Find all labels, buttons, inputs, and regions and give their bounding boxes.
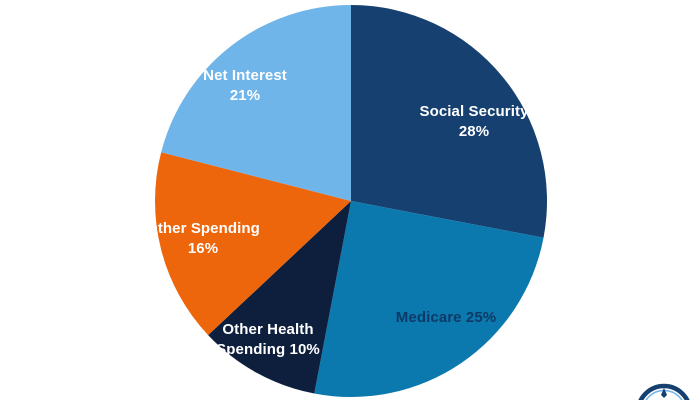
logo-seal	[638, 383, 690, 400]
pie-slice-other-health-spending	[208, 201, 351, 394]
pie-slice-net-interest	[161, 5, 351, 201]
logo-spire-icon	[661, 388, 667, 398]
organization-logo	[638, 383, 690, 400]
pie-slice-medicare	[314, 201, 544, 398]
pie-slice-social-security	[351, 5, 548, 238]
pie-slices-group	[155, 5, 548, 398]
pie-slice-other-spending	[155, 152, 351, 336]
